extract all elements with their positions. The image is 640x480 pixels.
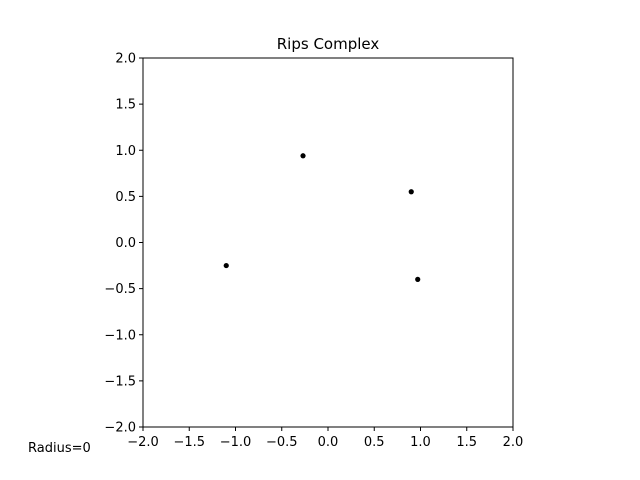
radius-label: Radius=0 xyxy=(28,441,91,456)
y-tick-label: 1.5 xyxy=(115,98,136,113)
y-tick-label: −0.5 xyxy=(104,282,136,297)
x-tick-label: 0.0 xyxy=(318,435,339,450)
y-tick-label: −1.5 xyxy=(104,374,136,389)
x-tick-label: −2.0 xyxy=(127,435,159,450)
y-tick-label: 2.0 xyxy=(115,52,136,67)
x-tick-label: −1.0 xyxy=(220,435,252,450)
x-tick-label: 1.0 xyxy=(410,435,431,450)
y-tick-label: 0.5 xyxy=(115,190,136,205)
y-tick-label: 0.0 xyxy=(115,236,136,251)
data-point xyxy=(415,276,421,282)
x-tick-label: −0.5 xyxy=(266,435,298,450)
data-point xyxy=(223,262,229,269)
y-tick-label: −1.0 xyxy=(104,328,136,343)
y-tick-label: 1.0 xyxy=(115,144,136,159)
data-point xyxy=(408,189,414,195)
x-tick-label: 0.5 xyxy=(364,435,385,450)
plot-area: −2.0 −1.5 −1.0 −0.5 0.0 0.5 1.0 1.5 2.0 −2.0 −1.5… xyxy=(104,52,523,451)
x-tick-label: 1.5 xyxy=(456,435,477,450)
x-axis: −2.0 −1.5 −1.0 −0.5 0.0 0.5 1.0 1.5 2.0 xyxy=(127,427,523,450)
y-axis: −2.0 −1.5 −1.0 −0.5 0.0 0.5 1.0 1.5 2.0 xyxy=(104,52,143,436)
x-tick-label: 2.0 xyxy=(503,435,524,450)
chart-title: Rips Complex xyxy=(277,35,380,53)
x-tick-label: −1.5 xyxy=(173,435,205,450)
data-points xyxy=(223,153,421,282)
data-point xyxy=(300,153,306,159)
y-tick-label: −2.0 xyxy=(104,421,136,436)
